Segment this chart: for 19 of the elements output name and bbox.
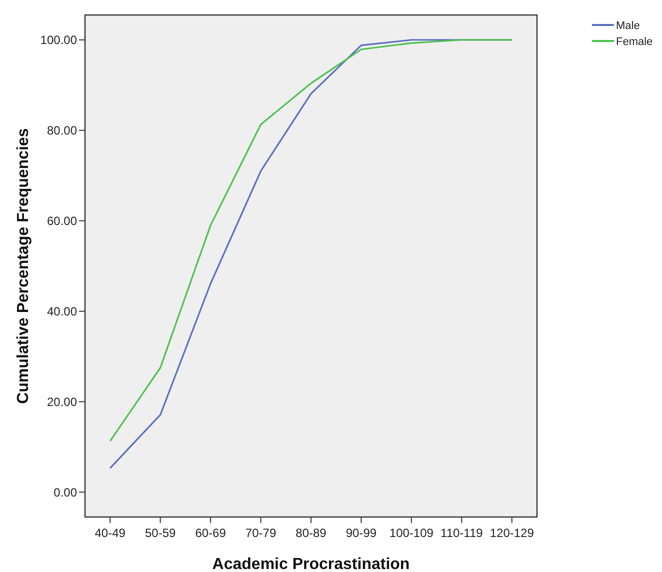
x-tick-label: 80-89 xyxy=(296,526,327,540)
y-axis-title: Cumulative Percentage Frequencies xyxy=(15,128,32,404)
x-axis-title: Academic Procrastination xyxy=(212,556,410,572)
x-tick-label: 70-79 xyxy=(245,526,276,540)
x-tick-label: 50-59 xyxy=(144,526,176,540)
y-tick-label: 100.00 xyxy=(40,33,78,48)
y-tick-label: 40.00 xyxy=(46,304,78,318)
x-tick-label: 90-99 xyxy=(346,526,377,540)
legend-label: Female xyxy=(616,36,653,48)
y-tick-label: 0.00 xyxy=(54,485,78,500)
x-tick-label: 40-49 xyxy=(94,526,126,540)
legend-label: Male xyxy=(616,20,640,32)
x-tick-label: 100-109 xyxy=(389,526,434,540)
y-tick-label: 20.00 xyxy=(46,394,78,409)
y-tick-label: 60.00 xyxy=(46,214,78,228)
x-tick-label: 60-69 xyxy=(195,526,226,540)
y-tick-label: 80.00 xyxy=(46,124,78,138)
x-tick-label: 120-129 xyxy=(490,526,534,540)
x-tick-label: 110-119 xyxy=(440,526,484,540)
